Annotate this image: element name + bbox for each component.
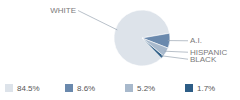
slices — [114, 10, 170, 66]
pie-slice — [114, 10, 170, 66]
leader-line — [78, 11, 117, 30]
legend-swatch — [65, 84, 73, 92]
legend-label: 8.6% — [77, 84, 95, 93]
leader-line — [168, 40, 188, 41]
pie-slice — [142, 38, 163, 58]
legend-label: 84.5% — [17, 84, 40, 93]
chart-svg: WHITEA.I.HISPANICBLACK84.5%8.6%5.2%1.7% — [0, 0, 240, 100]
legend-label: 1.7% — [197, 84, 215, 93]
legend-swatch — [5, 84, 13, 92]
slice-labels: WHITEA.I.HISPANICBLACK — [50, 6, 227, 64]
slice-label: A.I. — [190, 36, 202, 45]
leader-line — [161, 56, 188, 60]
legend: 84.5% 8.6% 5.2% 1.7% — [5, 84, 215, 93]
legend-swatch — [185, 84, 193, 92]
slice-label: BLACK — [190, 55, 217, 64]
pie-slice — [142, 38, 168, 56]
leader-line — [164, 51, 188, 52]
slice-label: WHITE — [50, 6, 76, 15]
legend-label: 5.2% — [137, 84, 155, 93]
legend-swatch — [125, 84, 133, 92]
chart-container: WHITEA.I.HISPANICBLACK84.5%8.6%5.2%1.7% — [0, 0, 240, 100]
